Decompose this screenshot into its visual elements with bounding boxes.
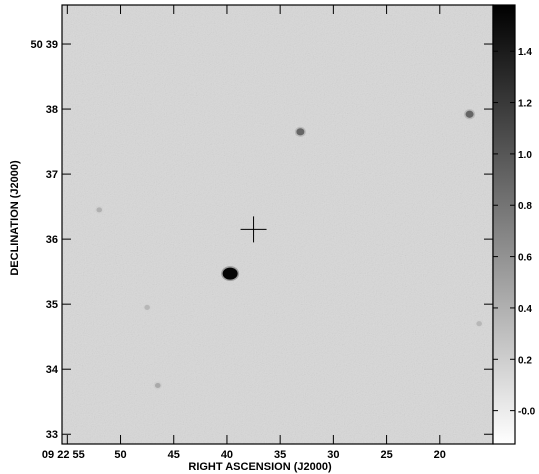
x-tick-label: 20: [434, 449, 446, 461]
y-axis-ticks: 50 39 38 37 36 35 34 33: [30, 39, 493, 441]
x-tick-label: 50: [114, 449, 126, 461]
source-ne: [296, 128, 305, 136]
y-tick-label: 33: [46, 429, 58, 441]
colorbar-tick-label: 1.2: [518, 99, 532, 110]
y-tick-label: 35: [46, 299, 58, 311]
colorbar-tick-label: 0.6: [518, 253, 532, 264]
y-tick-label: 36: [46, 234, 58, 246]
colorbar-tick-label: -0.0: [518, 407, 536, 418]
source-faint-1: [154, 382, 161, 388]
y-tick-label: 38: [46, 104, 58, 116]
colorbar: 1.4 1.2 1.0 0.8 0.6 0.4 0.2 -0.0: [492, 4, 536, 445]
x-tick-label: 45: [168, 449, 180, 461]
y-tick-label: 50 39: [30, 39, 58, 51]
source-faint-4: [476, 321, 482, 327]
x-axis-ticks: 09 22 55 50 45 40 35 30 25 20: [42, 5, 446, 461]
colorbar-tick-label: 1.4: [518, 47, 532, 58]
x-tick-label: 25: [380, 449, 392, 461]
x-tick-label: 09 22 55: [42, 449, 85, 461]
y-axis-label: DECLINATION (J2000): [9, 160, 21, 276]
image-panel: 09 22 55 50 45 40 35 30 25 20 50 39 38 37 36 35 34 33: [30, 4, 494, 461]
sources-layer: [94, 109, 484, 390]
colorbar-tick-label: 0.8: [518, 201, 532, 212]
source-faint-3: [144, 304, 150, 310]
colorbar-gradient: [492, 4, 516, 445]
source-faint-2: [96, 207, 103, 213]
bright-source: [222, 267, 238, 280]
source-e: [465, 110, 474, 118]
x-tick-label: 30: [327, 449, 339, 461]
colorbar-ticks: 1.4 1.2 1.0 0.8 0.6 0.4 0.2 -0.0: [493, 47, 536, 418]
phase-center-cross: [240, 216, 267, 243]
y-tick-label: 37: [46, 169, 58, 181]
image-noise: [62, 5, 493, 444]
x-axis-label: RIGHT ASCENSION (J2000): [188, 461, 332, 473]
colorbar-tick-label: 1.0: [518, 150, 532, 161]
y-tick-label: 34: [46, 364, 59, 376]
colorbar-tick-label: 0.2: [518, 355, 532, 366]
colorbar-tick-label: 0.4: [518, 304, 532, 315]
x-tick-label: 40: [221, 449, 233, 461]
x-tick-label: 35: [274, 449, 286, 461]
